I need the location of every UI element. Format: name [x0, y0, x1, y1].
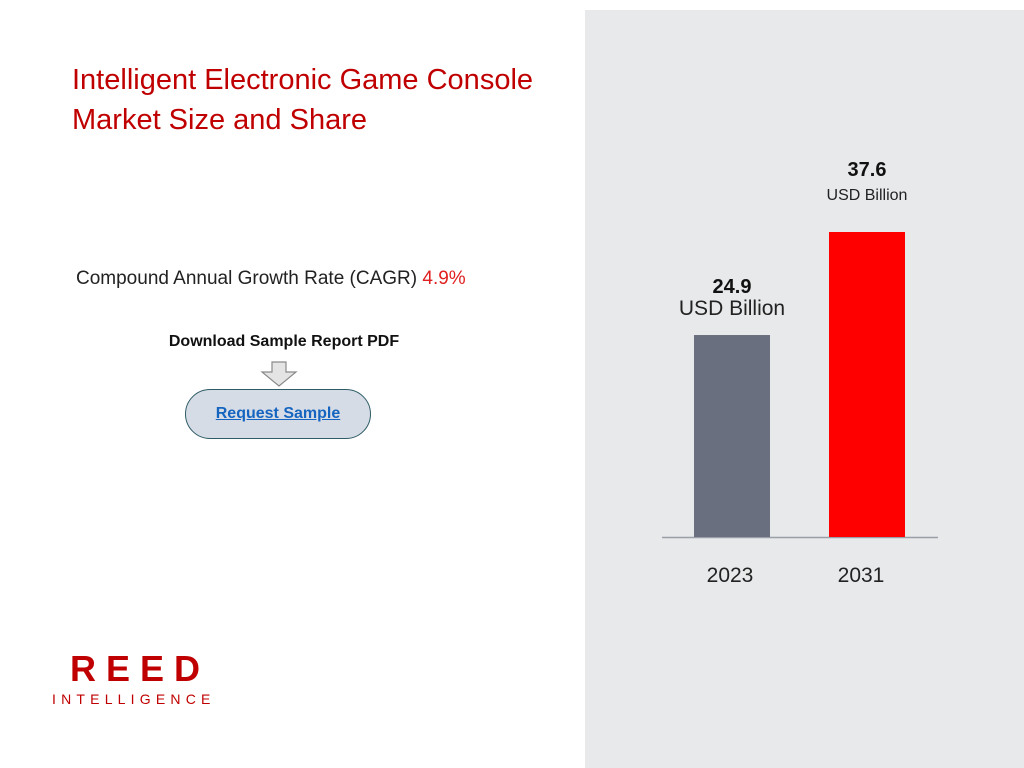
- data-label-unit-2031: USD Billion: [827, 187, 908, 204]
- x-tick-label-2031: 2031: [838, 564, 885, 587]
- data-label-value-2023: 24.9: [713, 276, 752, 298]
- cagr-value: 4.9%: [422, 268, 466, 289]
- cagr-line: Compound Annual Growth Rate (CAGR) 4.9%: [76, 268, 466, 290]
- page-title: Intelligent Electronic Game Console Mark…: [72, 64, 534, 136]
- bar-2023: [694, 335, 770, 537]
- cagr-label: Compound Annual Growth Rate (CAGR): [76, 268, 418, 289]
- x-tick-label-2023: 2023: [707, 564, 754, 587]
- data-label-value-2031: 37.6: [848, 159, 887, 181]
- logo-primary: REED: [70, 648, 211, 689]
- download-label: Download Sample Report PDF: [168, 333, 400, 350]
- chart-panel: [585, 10, 1024, 768]
- bar-2031: [829, 232, 905, 537]
- logo-secondary: INTELLIGENCE: [52, 691, 216, 707]
- data-label-unit-2023: USD Billion: [679, 297, 785, 320]
- reed-intelligence-logo: REED INTELLIGENCE: [52, 650, 222, 708]
- down-arrow-icon: [260, 361, 298, 387]
- request-sample-button[interactable]: Request Sample: [185, 389, 371, 439]
